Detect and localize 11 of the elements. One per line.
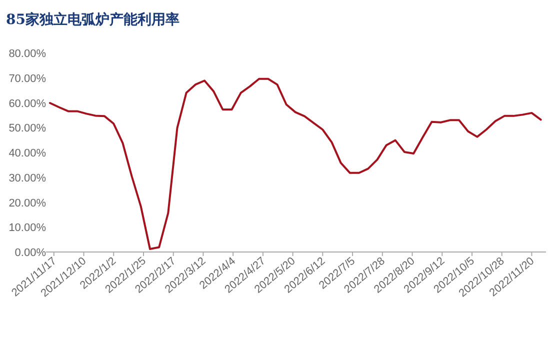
chart-title: 85家独立电弧炉产能利用率: [6, 11, 180, 28]
y-tick-label: 70.00%: [8, 72, 46, 85]
y-tick-label: 40.00%: [8, 148, 46, 160]
y-tick-label: 30.00%: [8, 172, 46, 184]
y-tick-label: 20.00%: [8, 197, 46, 210]
y-tick-label: 50.00%: [8, 122, 46, 135]
line-series: [49, 78, 542, 250]
y-tick-label: 10.00%: [8, 222, 46, 234]
y-tick-label: 80.00%: [8, 48, 46, 60]
y-tick-label: 60.00%: [8, 98, 46, 110]
y-tick-label: 0.00%: [14, 247, 46, 259]
